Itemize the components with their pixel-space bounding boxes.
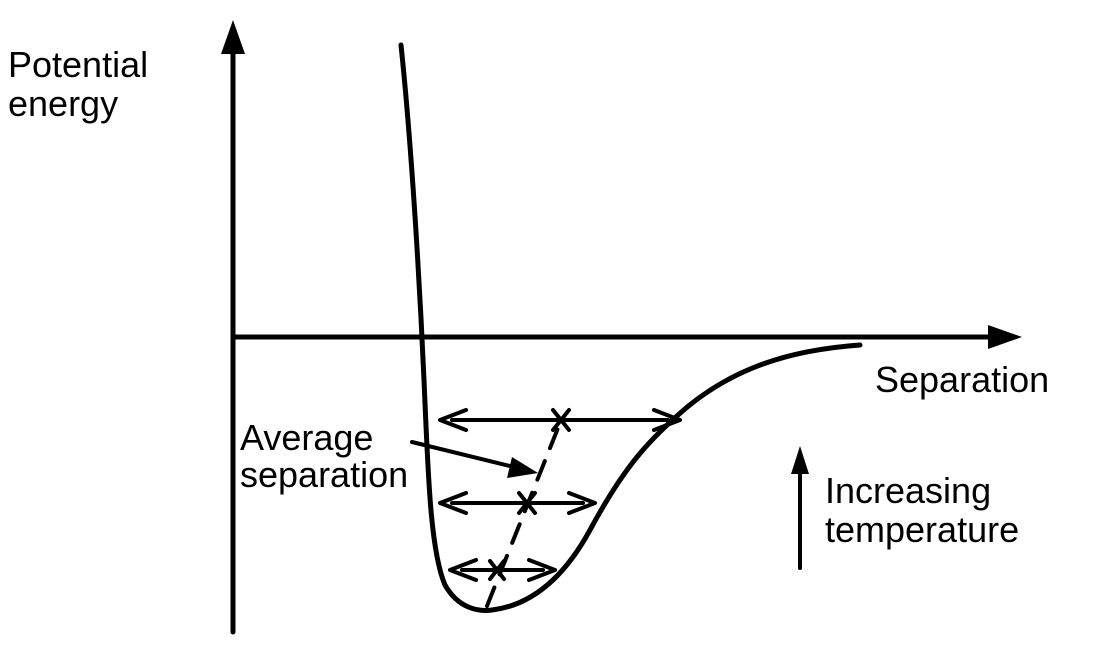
average-separation-label-line1: Average: [240, 417, 373, 458]
x-mark-icon: [488, 559, 506, 581]
potential-energy-curve: [398, 42, 863, 613]
x-axis-arrowhead: [988, 325, 1022, 349]
y-axis: [221, 20, 245, 635]
temperature-label-line2: temperature: [825, 509, 1019, 550]
average-pointer-arrow: [410, 440, 538, 478]
x-mark-icon: [517, 491, 537, 515]
arrow-up-icon: [791, 446, 809, 570]
average-separation-label-line2: separation: [240, 454, 408, 495]
vibration-arrow-bottom: [448, 558, 557, 582]
x-axis-label: Separation: [875, 359, 1049, 400]
y-axis-label-line1: Potential: [8, 44, 148, 85]
y-axis-arrowhead: [221, 20, 245, 54]
temperature-label-line1: Increasing: [825, 470, 991, 511]
x-mark-icon: [551, 408, 571, 432]
average-separation-line: [485, 416, 564, 608]
y-axis-label-line2: energy: [8, 83, 118, 124]
x-axis: [230, 325, 1022, 349]
vibration-arrow-middle: [438, 491, 597, 515]
